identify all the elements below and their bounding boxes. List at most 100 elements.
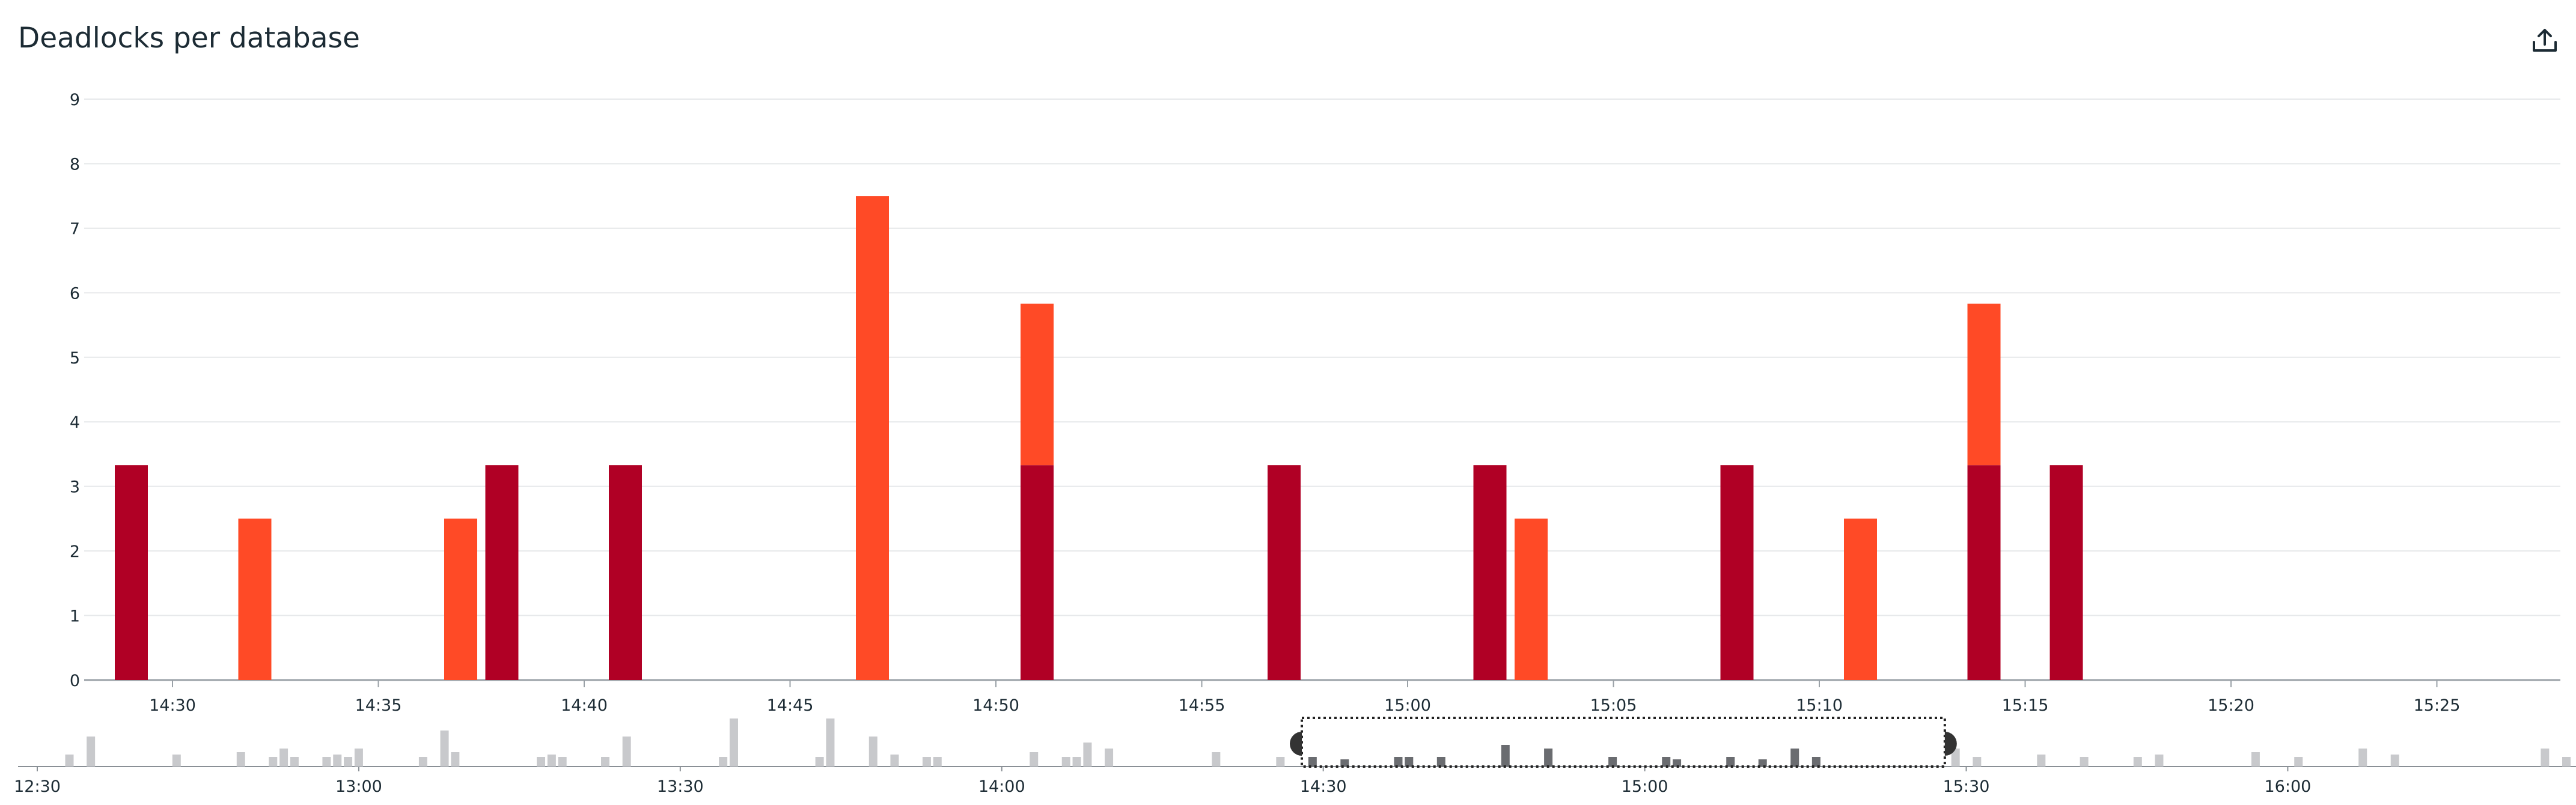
- data-bar: [1473, 465, 1507, 680]
- x-tick-label: 14:40: [561, 696, 608, 715]
- overview-bar: [933, 757, 942, 767]
- overview-bar: [1083, 743, 1092, 767]
- overview-bar: [1394, 757, 1403, 767]
- overview-bar: [440, 731, 449, 767]
- overview-bar: [729, 718, 738, 767]
- data-bar: [1021, 465, 1054, 680]
- overview-bar: [622, 737, 631, 767]
- overview-bar: [354, 749, 363, 767]
- export-icon: [2533, 29, 2557, 52]
- overview-bar: [2562, 757, 2571, 767]
- overview-tick-label: 15:30: [1943, 777, 1990, 796]
- y-tick-label: 3: [70, 478, 80, 497]
- overview-tick-label: 16:00: [2265, 777, 2312, 796]
- x-tick-label: 14:30: [149, 696, 196, 715]
- overview-tick-label: 14:30: [1300, 777, 1347, 796]
- x-tick-label: 15:15: [2002, 696, 2049, 715]
- y-tick-label: 8: [70, 155, 80, 174]
- overview-bar: [1951, 749, 1960, 767]
- overview-navigator[interactable]: 12:30 13:00 13:30 14:00 14:30 15:00 15:30 16:00: [14, 717, 2576, 796]
- overview-bar: [172, 755, 181, 767]
- data-bar: [1967, 465, 2001, 680]
- overview-bar: [1973, 757, 1982, 767]
- overview-bar: [1030, 752, 1039, 767]
- panel-title: Deadlocks per database: [18, 22, 360, 55]
- data-bar: [485, 465, 519, 680]
- data-bar: [1268, 465, 1301, 680]
- overview-tick-label: 15:00: [1622, 777, 1668, 796]
- overview-bar: [344, 757, 353, 767]
- x-tick-label: 14:55: [1179, 696, 1225, 715]
- overview-bar: [2133, 757, 2142, 767]
- data-bar: [2050, 465, 2083, 680]
- overview-bar: [815, 757, 824, 767]
- overview-bar: [1436, 757, 1445, 767]
- y-tick-label: 1: [70, 607, 80, 626]
- overview-bar: [279, 749, 288, 767]
- y-tick-label: 2: [70, 542, 80, 561]
- overview-bar: [1501, 745, 1510, 767]
- x-tick-label: 14:45: [767, 696, 814, 715]
- bar-series[interactable]: [115, 196, 2083, 681]
- overview-bar: [1662, 757, 1671, 767]
- data-bar: [609, 465, 642, 680]
- overview-bar: [826, 718, 835, 767]
- overview-left-handle[interactable]: [1290, 732, 1302, 756]
- y-tick-label: 9: [70, 91, 80, 109]
- overview-bar: [1608, 757, 1617, 767]
- overview-bar: [333, 755, 342, 767]
- overview-bar: [2294, 757, 2303, 767]
- data-bar: [115, 465, 148, 680]
- x-axis: 14:30 14:35 14:40 14:45 14:50 14:55 15:00 15:05…: [149, 680, 2460, 715]
- y-tick-label: 7: [70, 220, 80, 238]
- overview-bar: [601, 757, 610, 767]
- data-bar: [1021, 303, 1054, 466]
- overview-bar: [322, 757, 331, 767]
- export-button[interactable]: [2528, 24, 2562, 58]
- overview-bar: [1072, 757, 1081, 767]
- x-tick-label: 15:00: [1384, 696, 1431, 715]
- overview-bar: [719, 757, 728, 767]
- data-bar: [1844, 518, 1877, 680]
- overview-bar: [1308, 757, 1317, 767]
- overview-bar: [1790, 749, 1799, 767]
- x-tick-label: 15:10: [1796, 696, 1843, 715]
- x-tick-label: 14:35: [355, 696, 402, 715]
- overview-bar: [1673, 759, 1682, 767]
- overview-bar: [236, 752, 245, 767]
- overview-bar: [1105, 749, 1114, 767]
- overview-right-handle[interactable]: [1944, 732, 1957, 756]
- x-tick-label: 15:05: [1590, 696, 1637, 715]
- overview-tick-label: 13:00: [335, 777, 382, 796]
- overview-bar: [1212, 752, 1221, 767]
- x-tick-label: 14:50: [972, 696, 1019, 715]
- x-tick-label: 15:25: [2414, 696, 2461, 715]
- overview-bar: [2358, 749, 2367, 767]
- y-axis-ticks: 0 1 2 3 4 5 6 7 8 9: [70, 91, 80, 690]
- y-tick-label: 4: [70, 413, 80, 432]
- overview-bar: [547, 755, 556, 767]
- overview-bar: [2541, 749, 2550, 767]
- overview-bar: [2155, 755, 2164, 767]
- overview-bar: [890, 755, 899, 767]
- overview-bar: [451, 752, 460, 767]
- overview-bar: [922, 757, 931, 767]
- overview-tick-label: 14:00: [978, 777, 1025, 796]
- overview-bar: [537, 757, 546, 767]
- y-tick-label: 5: [70, 349, 80, 368]
- overview-bar: [1276, 757, 1285, 767]
- x-tick-label: 15:20: [2208, 696, 2254, 715]
- overview-bar: [1544, 749, 1553, 767]
- overview-bar: [2390, 755, 2399, 767]
- overview-bar: [269, 757, 278, 767]
- overview-bar: [1726, 757, 1735, 767]
- y-tick-label: 6: [70, 284, 80, 303]
- overview-bar: [2251, 752, 2260, 767]
- overview-tick-label: 12:30: [14, 777, 61, 796]
- overview-tick-label: 13:30: [657, 777, 704, 796]
- overview-bar: [65, 755, 74, 767]
- overview-bar: [1811, 757, 1821, 767]
- data-bar: [1967, 303, 2001, 466]
- overview-bar: [1061, 757, 1070, 767]
